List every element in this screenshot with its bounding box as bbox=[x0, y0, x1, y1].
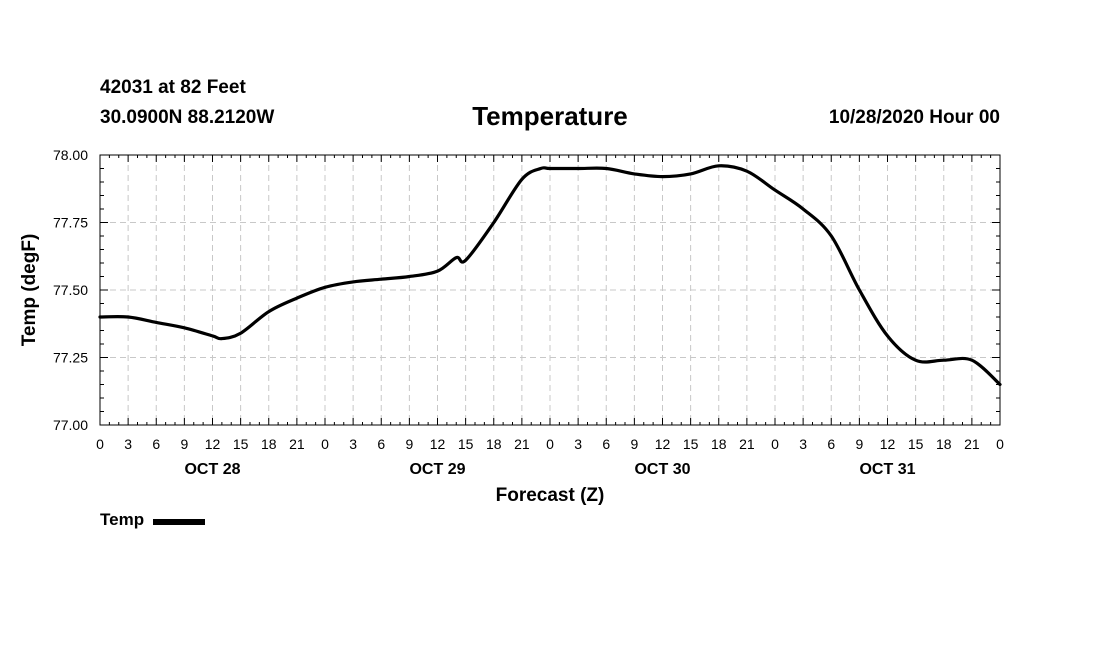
legend-line-swatch bbox=[153, 518, 206, 525]
x-tick-label: 3 bbox=[799, 436, 807, 452]
x-tick-label: 3 bbox=[124, 436, 132, 452]
x-tick-label: 18 bbox=[711, 436, 727, 452]
x-tick-label: 21 bbox=[739, 436, 755, 452]
axes: 0 3 6 9 12 15 18 21 0 3 6 9 12 15 18 21 0 3 6 9 12 15 18 21 0 3 6 9… bbox=[53, 147, 1004, 478]
x-tick-label: 21 bbox=[964, 436, 980, 452]
x-tick-label: 0 bbox=[996, 436, 1004, 452]
x-tick-label: 0 bbox=[546, 436, 554, 452]
y-tick-label: 77.25 bbox=[53, 350, 88, 366]
x-tick-label: 0 bbox=[96, 436, 104, 452]
x-tick-label: 12 bbox=[430, 436, 446, 452]
day-label: OCT 31 bbox=[859, 461, 915, 478]
chart-title: Temperature bbox=[472, 101, 628, 131]
x-tick-label: 15 bbox=[908, 436, 924, 452]
x-tick-label: 6 bbox=[827, 436, 835, 452]
x-tick-label: 21 bbox=[289, 436, 305, 452]
x-tick-label: 6 bbox=[377, 436, 385, 452]
day-label: OCT 30 bbox=[634, 461, 690, 478]
y-tick-label: 77.75 bbox=[53, 215, 88, 231]
x-tick-label: 15 bbox=[233, 436, 249, 452]
y-tick-label: 77.50 bbox=[53, 282, 88, 298]
issue-time-label: 10/28/2020 Hour 00 bbox=[828, 107, 1000, 128]
x-tick-label: 15 bbox=[458, 436, 474, 452]
x-tick-label: 3 bbox=[349, 436, 357, 452]
x-tick-label: 9 bbox=[630, 436, 638, 452]
x-tick-label: 12 bbox=[880, 436, 896, 452]
grid-lines bbox=[100, 155, 1000, 425]
day-label: OCT 28 bbox=[184, 461, 240, 478]
series-layer bbox=[98, 164, 1002, 387]
x-tick-label: 18 bbox=[936, 436, 952, 452]
x-tick-label: 9 bbox=[405, 436, 413, 452]
x-tick-label: 3 bbox=[574, 436, 582, 452]
x-tick-label: 6 bbox=[602, 436, 610, 452]
y-tick-label: 78.00 bbox=[53, 147, 88, 163]
x-tick-label: 12 bbox=[205, 436, 221, 452]
x-tick-label: 15 bbox=[683, 436, 699, 452]
coordinates-label: 30.0900N 88.2120W bbox=[100, 107, 275, 128]
legend-label: Temp bbox=[100, 510, 145, 529]
x-tick-label: 18 bbox=[486, 436, 502, 452]
x-tick-label: 9 bbox=[855, 436, 863, 452]
x-tick-label: 21 bbox=[514, 436, 530, 452]
x-tick-label: 12 bbox=[655, 436, 671, 452]
y-axis-title: Temp (degF) bbox=[19, 234, 40, 347]
x-tick-label: 0 bbox=[321, 436, 329, 452]
x-axis-title: Forecast (Z) bbox=[496, 485, 605, 506]
x-tick-label: 9 bbox=[180, 436, 188, 452]
day-label: OCT 29 bbox=[409, 461, 465, 478]
x-tick-label: 18 bbox=[261, 436, 277, 452]
series-line-temp bbox=[98, 164, 1002, 387]
station-label: 42031 at 82 Feet bbox=[100, 77, 246, 98]
y-tick-label: 77.00 bbox=[53, 417, 88, 433]
x-tick-label: 6 bbox=[152, 436, 160, 452]
x-tick-label: 0 bbox=[771, 436, 779, 452]
legend: Temp bbox=[100, 510, 206, 530]
